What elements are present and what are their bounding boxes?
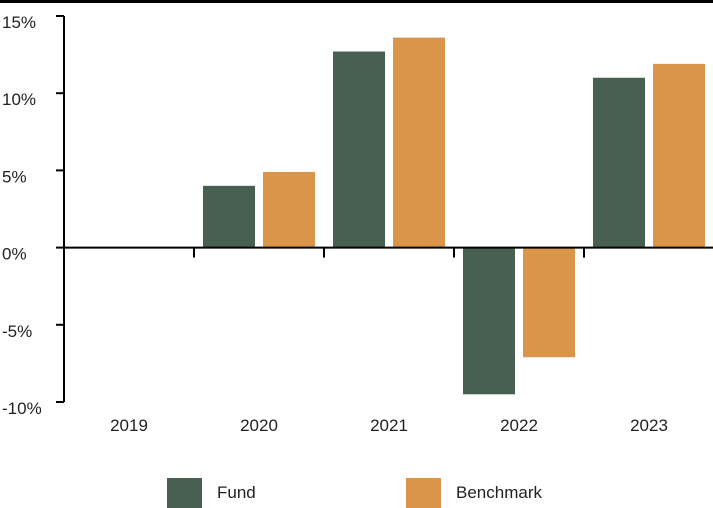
labels-layer: -10% -5% 0% 5% 10% 15% 2019 2020 2021 2022 2023 bbox=[2, 13, 668, 435]
bar-fund-2021 bbox=[333, 51, 385, 248]
x-tick-label-2023: 2023 bbox=[630, 416, 668, 435]
bar-benchmark-2020 bbox=[263, 171, 315, 248]
bar-benchmark-2021 bbox=[393, 37, 445, 248]
legend-swatch-fund bbox=[167, 478, 202, 508]
legend-item-fund: Fund bbox=[167, 478, 256, 508]
legend-swatch-benchmark bbox=[406, 478, 441, 508]
legend-label-benchmark: Benchmark bbox=[456, 483, 542, 502]
y-tick-label: 10% bbox=[2, 90, 36, 109]
y-tick-label: -5% bbox=[2, 322, 32, 341]
x-tick-label-2020: 2020 bbox=[240, 416, 278, 435]
bar-benchmark-2023 bbox=[653, 63, 705, 248]
bar-fund-2023 bbox=[593, 77, 645, 248]
bar-fund-2022 bbox=[463, 247, 515, 395]
y-tick-label: 5% bbox=[2, 167, 27, 186]
y-tick-label: 0% bbox=[2, 245, 27, 264]
bar-benchmark-2022 bbox=[523, 247, 575, 358]
y-tick-label: 15% bbox=[2, 13, 36, 32]
legend: Fund Benchmark bbox=[0, 472, 713, 508]
axes-layer bbox=[0, 0, 713, 403]
bar-fund-2020 bbox=[203, 185, 255, 248]
x-tick-label-2022: 2022 bbox=[500, 416, 538, 435]
legend-label-fund: Fund bbox=[217, 483, 256, 502]
bars-layer bbox=[203, 37, 705, 395]
y-tick-label: -10% bbox=[2, 399, 42, 418]
legend-item-benchmark: Benchmark bbox=[406, 478, 542, 508]
bar-chart: -10% -5% 0% 5% 10% 15% 2019 2020 2021 2022 2023 bbox=[0, 0, 713, 435]
x-tick-label-2019: 2019 bbox=[110, 416, 148, 435]
x-tick-label-2021: 2021 bbox=[370, 416, 408, 435]
